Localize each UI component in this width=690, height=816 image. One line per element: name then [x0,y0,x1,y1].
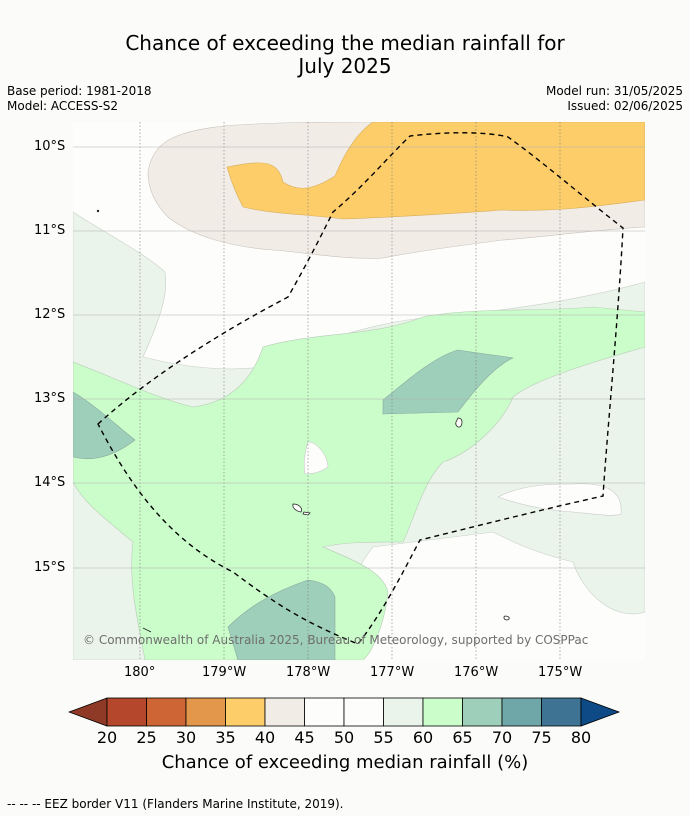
lon-label-179w: 179°W [202,665,247,680]
lon-label-177w: 177°W [370,665,415,680]
colorbar-cell [501,697,542,727]
eez-border [97,132,624,645]
colorbar-tick-label: 25 [136,728,157,747]
island-sw [142,627,152,633]
lon-label-178w: 178°W [286,665,331,680]
zone-65-70 [73,306,645,660]
lat-label-12s: 12°S [34,307,66,322]
island-wallis [455,417,463,428]
colorbar-tick-label: 45 [294,728,315,747]
colorbar-cell [383,697,424,727]
model-run: Model run: 31/05/2025 [545,84,683,98]
colorbar-tick-label: 65 [452,728,473,747]
lon-label-176w: 176°W [454,665,499,680]
island-se [503,615,510,621]
colorbar-tick-label: 20 [96,728,118,747]
colorbar-title: Chance of exceeding median rainfall (%) [161,752,529,773]
model-name: Model: ACCESS-S2 [7,99,119,113]
colorbar-extend-low [68,697,108,727]
pale-patch-right [497,483,622,516]
colorbar-cell [185,697,226,727]
rainfall-map: © Commonwealth of Australia 2025, Bureau… [73,122,645,660]
colorbar-tick-label: 55 [373,728,394,747]
eez-legend-footer: -- -- -- EEZ border V11 (Flanders Marine… [7,797,344,811]
lat-label-15s: 15°S [34,560,66,575]
colorbar-cell [304,697,345,727]
lat-label-14s: 14°S [34,475,66,490]
lon-label-175w: 175°W [538,665,583,680]
colorbar-tick-label: 75 [531,728,552,747]
latitude-gridlines [73,146,645,569]
colorbar-cell [343,697,384,727]
pale-patch [303,441,329,475]
lon-label-180: 180° [124,665,156,680]
colorbar-tick-label: 80 [570,728,592,747]
longitude-gridlines [139,122,561,660]
meta-right: Model run: 31/05/2025 Issued: 02/06/2025 [546,84,683,114]
title-line-2: July 2025 [298,54,392,78]
zone-35-40 [226,122,645,220]
zone-70-75-west [73,391,136,460]
colorbar-cell [225,697,266,727]
colorbar-cell [106,697,147,727]
colorbar-cells [68,697,621,727]
island-nw [96,209,100,213]
colorbar-cell [422,697,463,727]
islands [96,209,510,633]
colorbar-cell [146,697,187,727]
base-period: Base period: 1981-2018 [7,84,152,98]
colorbar-tick-label: 60 [412,728,434,747]
colorbar-tick-label: 35 [215,728,236,747]
island-futuna [292,503,302,513]
meta-left: Base period: 1981-2018 Model: ACCESS-S2 [7,84,152,114]
lat-label-13s: 13°S [34,391,66,406]
colorbar-tick-label: 30 [175,728,197,747]
issued-date: Issued: 02/06/2025 [567,99,683,113]
colorbar-cell [541,697,582,727]
colorbar-tick-label: 70 [491,728,513,747]
colorbar-cell [462,697,503,727]
colorbar-tick-label: 40 [254,728,276,747]
lat-label-10s: 10°S [34,139,66,154]
colorbar-extend-high [580,697,621,727]
map-title: Chance of exceeding the median rainfall … [0,32,690,78]
title-line-1: Chance of exceeding the median rainfall … [125,31,565,55]
colorbar-tick-label: 50 [333,728,355,747]
colorbar-cell [264,697,305,727]
zone-70-75-central [382,349,514,415]
colorbar [68,697,621,727]
island-alofi [302,511,311,516]
copyright-notice: © Commonwealth of Australia 2025, Bureau… [83,633,588,647]
colorbar-ticks: 20 25 30 35 40 45 50 55 60 65 70 75 80 [0,728,690,748]
lat-label-11s: 11°S [34,223,66,238]
